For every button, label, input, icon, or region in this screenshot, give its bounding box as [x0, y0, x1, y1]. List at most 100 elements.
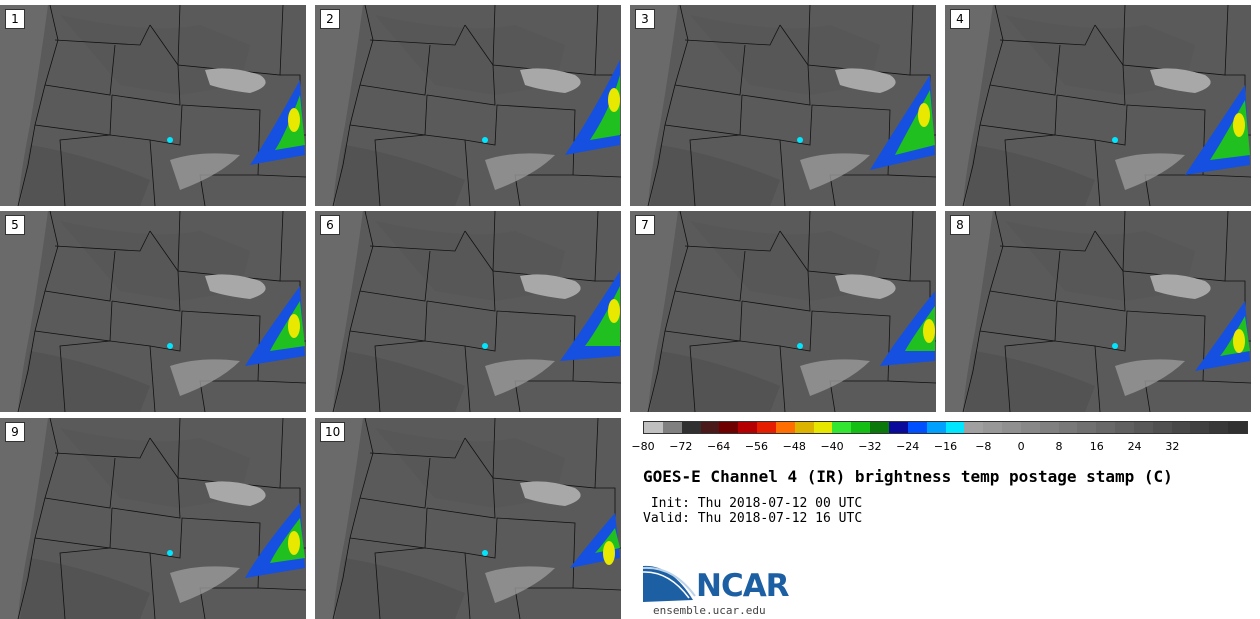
terrain-shading — [20, 558, 150, 619]
storm-cell-small — [797, 137, 803, 143]
state-border — [684, 230, 781, 252]
storm-peak — [1233, 329, 1245, 353]
colorbar-tick-label: 24 — [1127, 440, 1142, 453]
state-border — [741, 24, 811, 106]
panel-label: 9 — [5, 422, 25, 442]
colorbar-segment — [719, 422, 739, 433]
panel-label: 6 — [320, 215, 340, 235]
colorbar-segment — [983, 422, 1003, 433]
cloud-band — [520, 68, 581, 93]
storm-peak — [608, 88, 620, 112]
map-canvas — [945, 211, 1251, 412]
colorbar-segment — [907, 422, 927, 433]
storm-core — [585, 286, 620, 346]
state-border — [999, 230, 1096, 252]
map-canvas — [315, 5, 621, 206]
map-canvas — [315, 211, 621, 412]
state-border — [1056, 24, 1126, 106]
colorbar-tick-label: 32 — [1165, 440, 1180, 453]
state-border — [369, 230, 466, 252]
colorbar-tick-label: −56 — [744, 440, 769, 453]
member-panel-3: 3 — [630, 5, 936, 206]
coastline — [332, 211, 374, 412]
member-panel-4: 4 — [945, 5, 1251, 206]
state-border — [741, 230, 811, 312]
colorbar-tick-label: −16 — [933, 440, 958, 453]
map-canvas — [630, 211, 936, 412]
terrain-shading — [335, 351, 465, 412]
coastline — [17, 5, 59, 206]
map-canvas — [0, 211, 306, 412]
state-border — [887, 380, 936, 384]
storm-peak — [918, 103, 930, 127]
state-border — [359, 44, 431, 96]
colorbar-segment — [1096, 422, 1116, 433]
state-border — [1202, 174, 1251, 178]
coastline — [962, 211, 1004, 412]
colorbar-segment — [945, 422, 965, 433]
state-border — [989, 44, 1061, 96]
colorbar-segment — [700, 422, 720, 433]
terrain-shading — [1005, 221, 1195, 301]
colorbar-segment — [794, 422, 814, 433]
storm-core — [590, 75, 620, 140]
state-border — [689, 340, 741, 412]
storm-peak — [608, 299, 620, 323]
state-border — [426, 437, 496, 519]
storm-cell — [1195, 301, 1250, 371]
panel-label: 10 — [320, 422, 346, 442]
state-border — [59, 340, 111, 412]
storm-cell-small — [797, 343, 803, 349]
terrain-shading — [1005, 15, 1195, 95]
state-border — [59, 547, 111, 619]
state-border — [44, 457, 116, 509]
cloud-band — [835, 68, 896, 93]
state-border — [426, 24, 496, 106]
init-time: Init: Thu 2018-07-12 00 UTC — [643, 496, 863, 511]
storm-cell-small — [482, 137, 488, 143]
terrain-shading — [965, 351, 1095, 412]
panel-label: 3 — [635, 9, 655, 29]
colorbar-segment — [1209, 422, 1229, 433]
cloud-band — [485, 566, 555, 603]
cloud-band — [170, 359, 240, 396]
panel-label: 5 — [5, 215, 25, 235]
cloud-band — [205, 274, 266, 299]
colorbar-segment — [1039, 422, 1059, 433]
storm-peak — [923, 319, 935, 343]
state-border — [44, 44, 116, 96]
cloud-band — [1150, 274, 1211, 299]
state-border — [369, 24, 466, 46]
colorbar-tick-label: 0 — [1017, 440, 1025, 453]
member-panel-2: 2 — [315, 5, 621, 206]
valid-time: Valid: Thu 2018-07-12 16 UTC — [643, 511, 863, 526]
state-border — [1056, 230, 1126, 312]
terrain-shading — [650, 351, 780, 412]
state-border — [257, 587, 306, 591]
state-border — [44, 250, 116, 302]
cloud-band — [485, 153, 555, 190]
state-border — [374, 547, 426, 619]
coastline — [332, 418, 374, 619]
state-border — [359, 250, 431, 302]
state-border — [989, 250, 1061, 302]
terrain-shading — [335, 145, 465, 206]
terrain-shading — [335, 558, 465, 619]
state-border — [257, 380, 306, 384]
state-border — [59, 134, 111, 206]
ncar-logo-icon — [643, 565, 696, 602]
state-border — [999, 24, 1096, 46]
cloud-band — [205, 481, 266, 506]
storm-cell-small — [1112, 343, 1118, 349]
storm-core — [270, 301, 305, 351]
cloud-band — [170, 153, 240, 190]
colorbar-segment — [1228, 422, 1247, 433]
temperature-colorbar — [643, 421, 1248, 434]
terrain-shading — [690, 221, 880, 301]
cloud-band — [520, 274, 581, 299]
state-border — [374, 134, 426, 206]
state-border — [374, 340, 426, 412]
state-border — [111, 437, 181, 519]
storm-cell-small — [1112, 137, 1118, 143]
storm-peak — [603, 541, 615, 565]
